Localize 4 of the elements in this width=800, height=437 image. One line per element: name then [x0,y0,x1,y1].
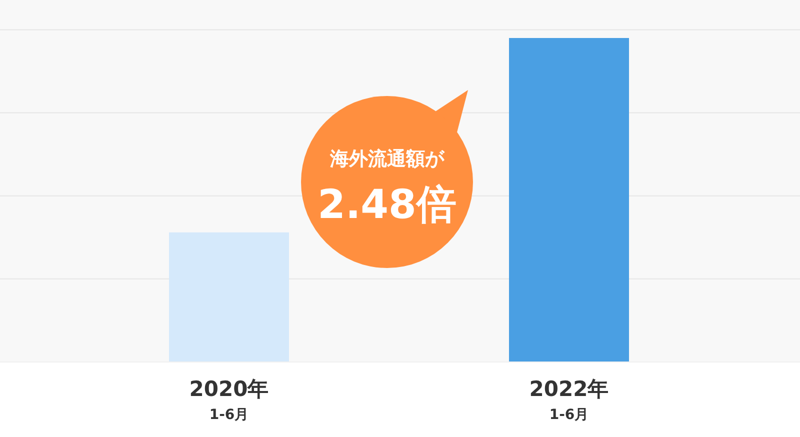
x-tick-label: 2022年 1-6月 [529,377,609,423]
x-tick-label: 2020年 1-6月 [189,377,269,423]
annotation: 2.48倍 [318,182,456,228]
annotation: 海外流通額が [329,148,445,170]
